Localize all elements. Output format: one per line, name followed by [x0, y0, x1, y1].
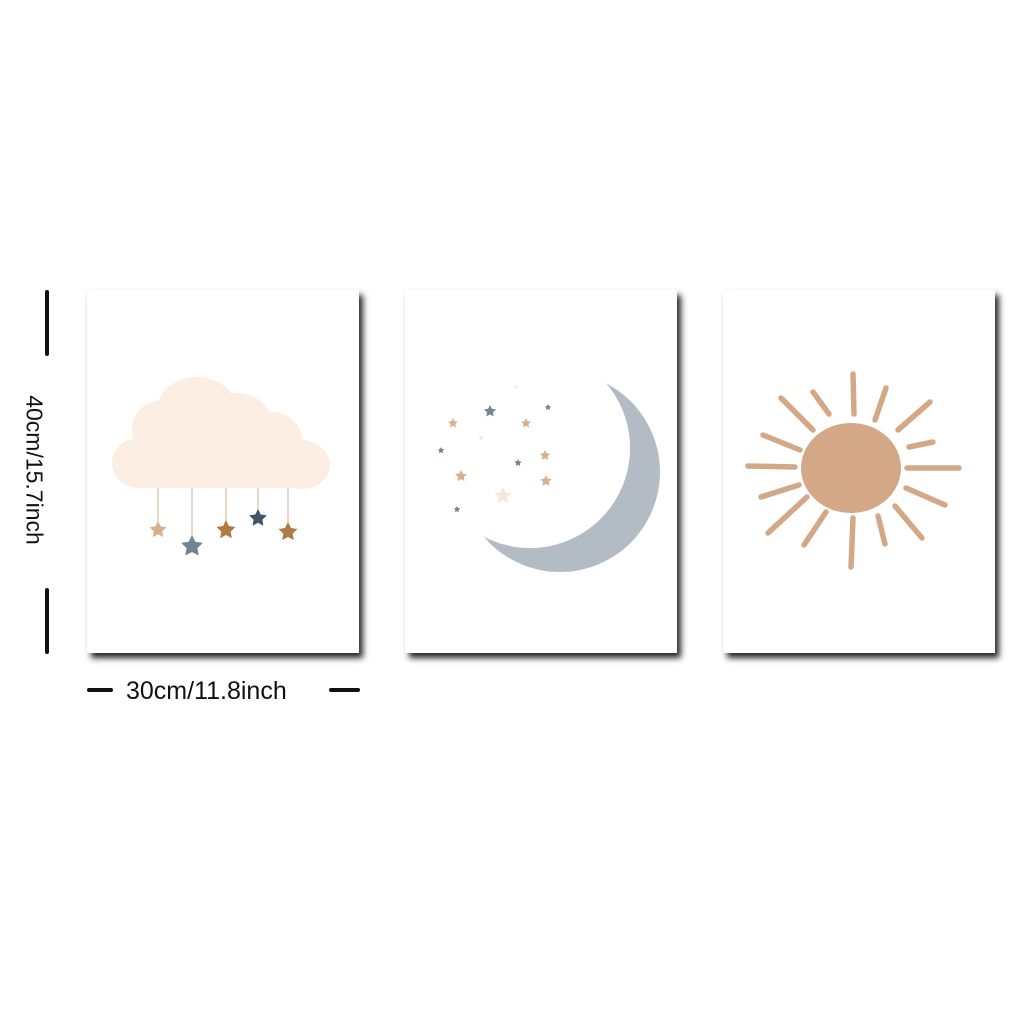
star-icon — [478, 435, 484, 440]
star-icon — [216, 520, 236, 539]
star-icon — [484, 405, 496, 417]
star-icon — [453, 506, 461, 513]
height-dimension-line-top — [45, 290, 49, 356]
moon-illustration — [437, 372, 660, 572]
sun-disc — [801, 423, 901, 513]
width-dimension-line-right — [329, 688, 360, 692]
height-dimension-label: 40cm/15.7inch — [21, 395, 48, 545]
cloud-illustration — [112, 377, 330, 556]
crescent-moon — [460, 372, 660, 572]
star-icon — [149, 521, 167, 538]
star-icon — [494, 487, 512, 504]
star-icon — [455, 470, 467, 481]
star-icon — [278, 522, 298, 541]
height-dimension-line-bottom — [45, 588, 49, 654]
moon-stars — [437, 385, 552, 513]
cloud-shape — [112, 377, 330, 489]
star-icon — [448, 418, 458, 428]
art-print-sun — [723, 290, 995, 653]
art-print-cloud — [87, 290, 359, 653]
star-icon — [437, 447, 445, 454]
width-dimension-line-left — [87, 688, 113, 692]
sun-illustration — [745, 371, 962, 570]
star-icon — [249, 509, 267, 526]
width-dimension-label: 30cm/11.8inch — [126, 677, 287, 705]
star-icon — [540, 475, 552, 486]
star-icon — [514, 459, 522, 466]
star-icon — [539, 450, 551, 460]
star-icon — [521, 418, 531, 428]
sun-rays — [745, 371, 962, 570]
star-icon — [181, 535, 203, 556]
art-print-moon — [405, 290, 677, 653]
star-icon — [513, 385, 519, 390]
hanging-stars — [149, 509, 298, 556]
star-icon — [544, 404, 552, 411]
